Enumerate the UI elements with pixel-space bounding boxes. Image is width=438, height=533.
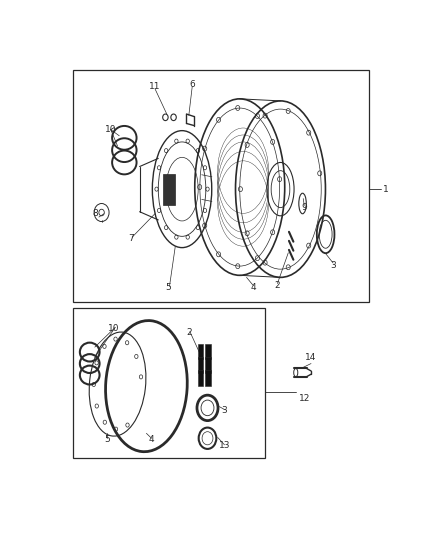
Text: 7: 7 <box>128 234 134 243</box>
Bar <box>198 344 203 359</box>
Bar <box>198 357 203 373</box>
Bar <box>74 70 369 302</box>
Text: 4: 4 <box>251 283 256 292</box>
Text: 4: 4 <box>148 435 154 444</box>
Text: 5: 5 <box>105 435 110 444</box>
Bar <box>162 174 175 205</box>
Text: 9: 9 <box>301 203 307 212</box>
Text: 10: 10 <box>105 125 117 134</box>
Text: 11: 11 <box>149 82 161 91</box>
Bar <box>205 344 211 359</box>
Text: 1: 1 <box>383 184 389 193</box>
Bar <box>74 308 265 458</box>
Text: 5: 5 <box>166 283 171 292</box>
Text: 8: 8 <box>92 209 99 218</box>
Text: 12: 12 <box>299 394 310 403</box>
Text: 3: 3 <box>222 406 227 415</box>
Bar <box>198 370 203 386</box>
Text: 6: 6 <box>189 80 195 89</box>
Bar <box>205 357 211 373</box>
Text: 10: 10 <box>108 324 120 333</box>
Text: 2: 2 <box>186 328 192 337</box>
Text: 3: 3 <box>330 261 336 270</box>
Text: 13: 13 <box>219 441 230 450</box>
Text: 2: 2 <box>274 281 280 290</box>
Text: 14: 14 <box>305 353 317 362</box>
Bar <box>205 370 211 386</box>
